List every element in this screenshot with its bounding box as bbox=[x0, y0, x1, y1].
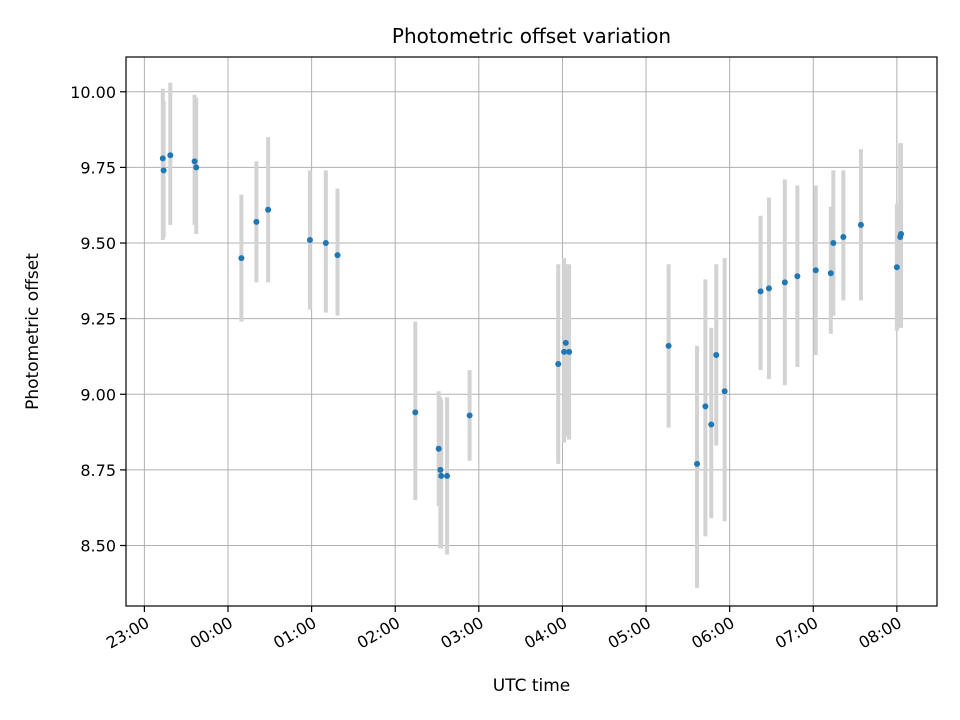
y-tick-label: 9.00 bbox=[80, 385, 116, 404]
y-tick-label: 8.75 bbox=[80, 461, 116, 480]
data-point bbox=[840, 233, 847, 240]
data-point bbox=[566, 348, 573, 355]
data-point bbox=[694, 460, 701, 467]
data-point bbox=[437, 466, 444, 473]
data-point bbox=[160, 167, 167, 174]
data-point bbox=[713, 351, 720, 358]
data-point bbox=[721, 388, 728, 395]
data-point bbox=[812, 267, 819, 274]
data-point bbox=[253, 218, 260, 225]
data-point bbox=[306, 237, 313, 243]
grid-layer bbox=[126, 57, 937, 606]
data-point bbox=[893, 264, 900, 271]
data-point bbox=[191, 158, 198, 165]
data-point bbox=[562, 339, 569, 346]
data-point bbox=[412, 409, 419, 416]
data-point bbox=[898, 230, 905, 237]
data-point bbox=[827, 270, 834, 277]
data-point bbox=[765, 285, 772, 292]
data-point bbox=[435, 445, 442, 452]
data-point bbox=[857, 221, 864, 228]
data-point bbox=[438, 472, 445, 479]
data-point bbox=[794, 273, 801, 280]
data-point bbox=[238, 255, 245, 262]
data-point bbox=[702, 403, 709, 410]
data-point bbox=[466, 412, 473, 419]
data-point bbox=[781, 279, 788, 286]
data-point bbox=[555, 361, 562, 368]
data-point bbox=[159, 155, 166, 162]
data-point bbox=[665, 342, 672, 349]
y-tick-label: 9.25 bbox=[80, 310, 116, 329]
point-layer bbox=[159, 152, 905, 479]
data-point bbox=[167, 152, 174, 159]
data-point bbox=[757, 288, 764, 295]
y-axis-title: Photometric offset bbox=[23, 253, 43, 410]
data-point bbox=[265, 206, 272, 213]
x-axis-title: UTC time bbox=[493, 676, 571, 696]
data-point bbox=[561, 348, 568, 355]
data-point bbox=[830, 240, 837, 247]
chart-title: Photometric offset variation bbox=[392, 24, 671, 48]
plot-frame bbox=[125, 56, 938, 607]
y-tick-label: 10.00 bbox=[70, 83, 116, 102]
y-tick-label: 9.50 bbox=[80, 234, 116, 253]
y-tick-label: 9.75 bbox=[80, 158, 116, 177]
data-point bbox=[334, 252, 341, 259]
data-point bbox=[322, 240, 329, 247]
y-tick-label: 8.50 bbox=[80, 537, 116, 556]
data-point bbox=[193, 164, 200, 171]
data-point bbox=[444, 472, 451, 479]
data-point bbox=[708, 421, 715, 428]
